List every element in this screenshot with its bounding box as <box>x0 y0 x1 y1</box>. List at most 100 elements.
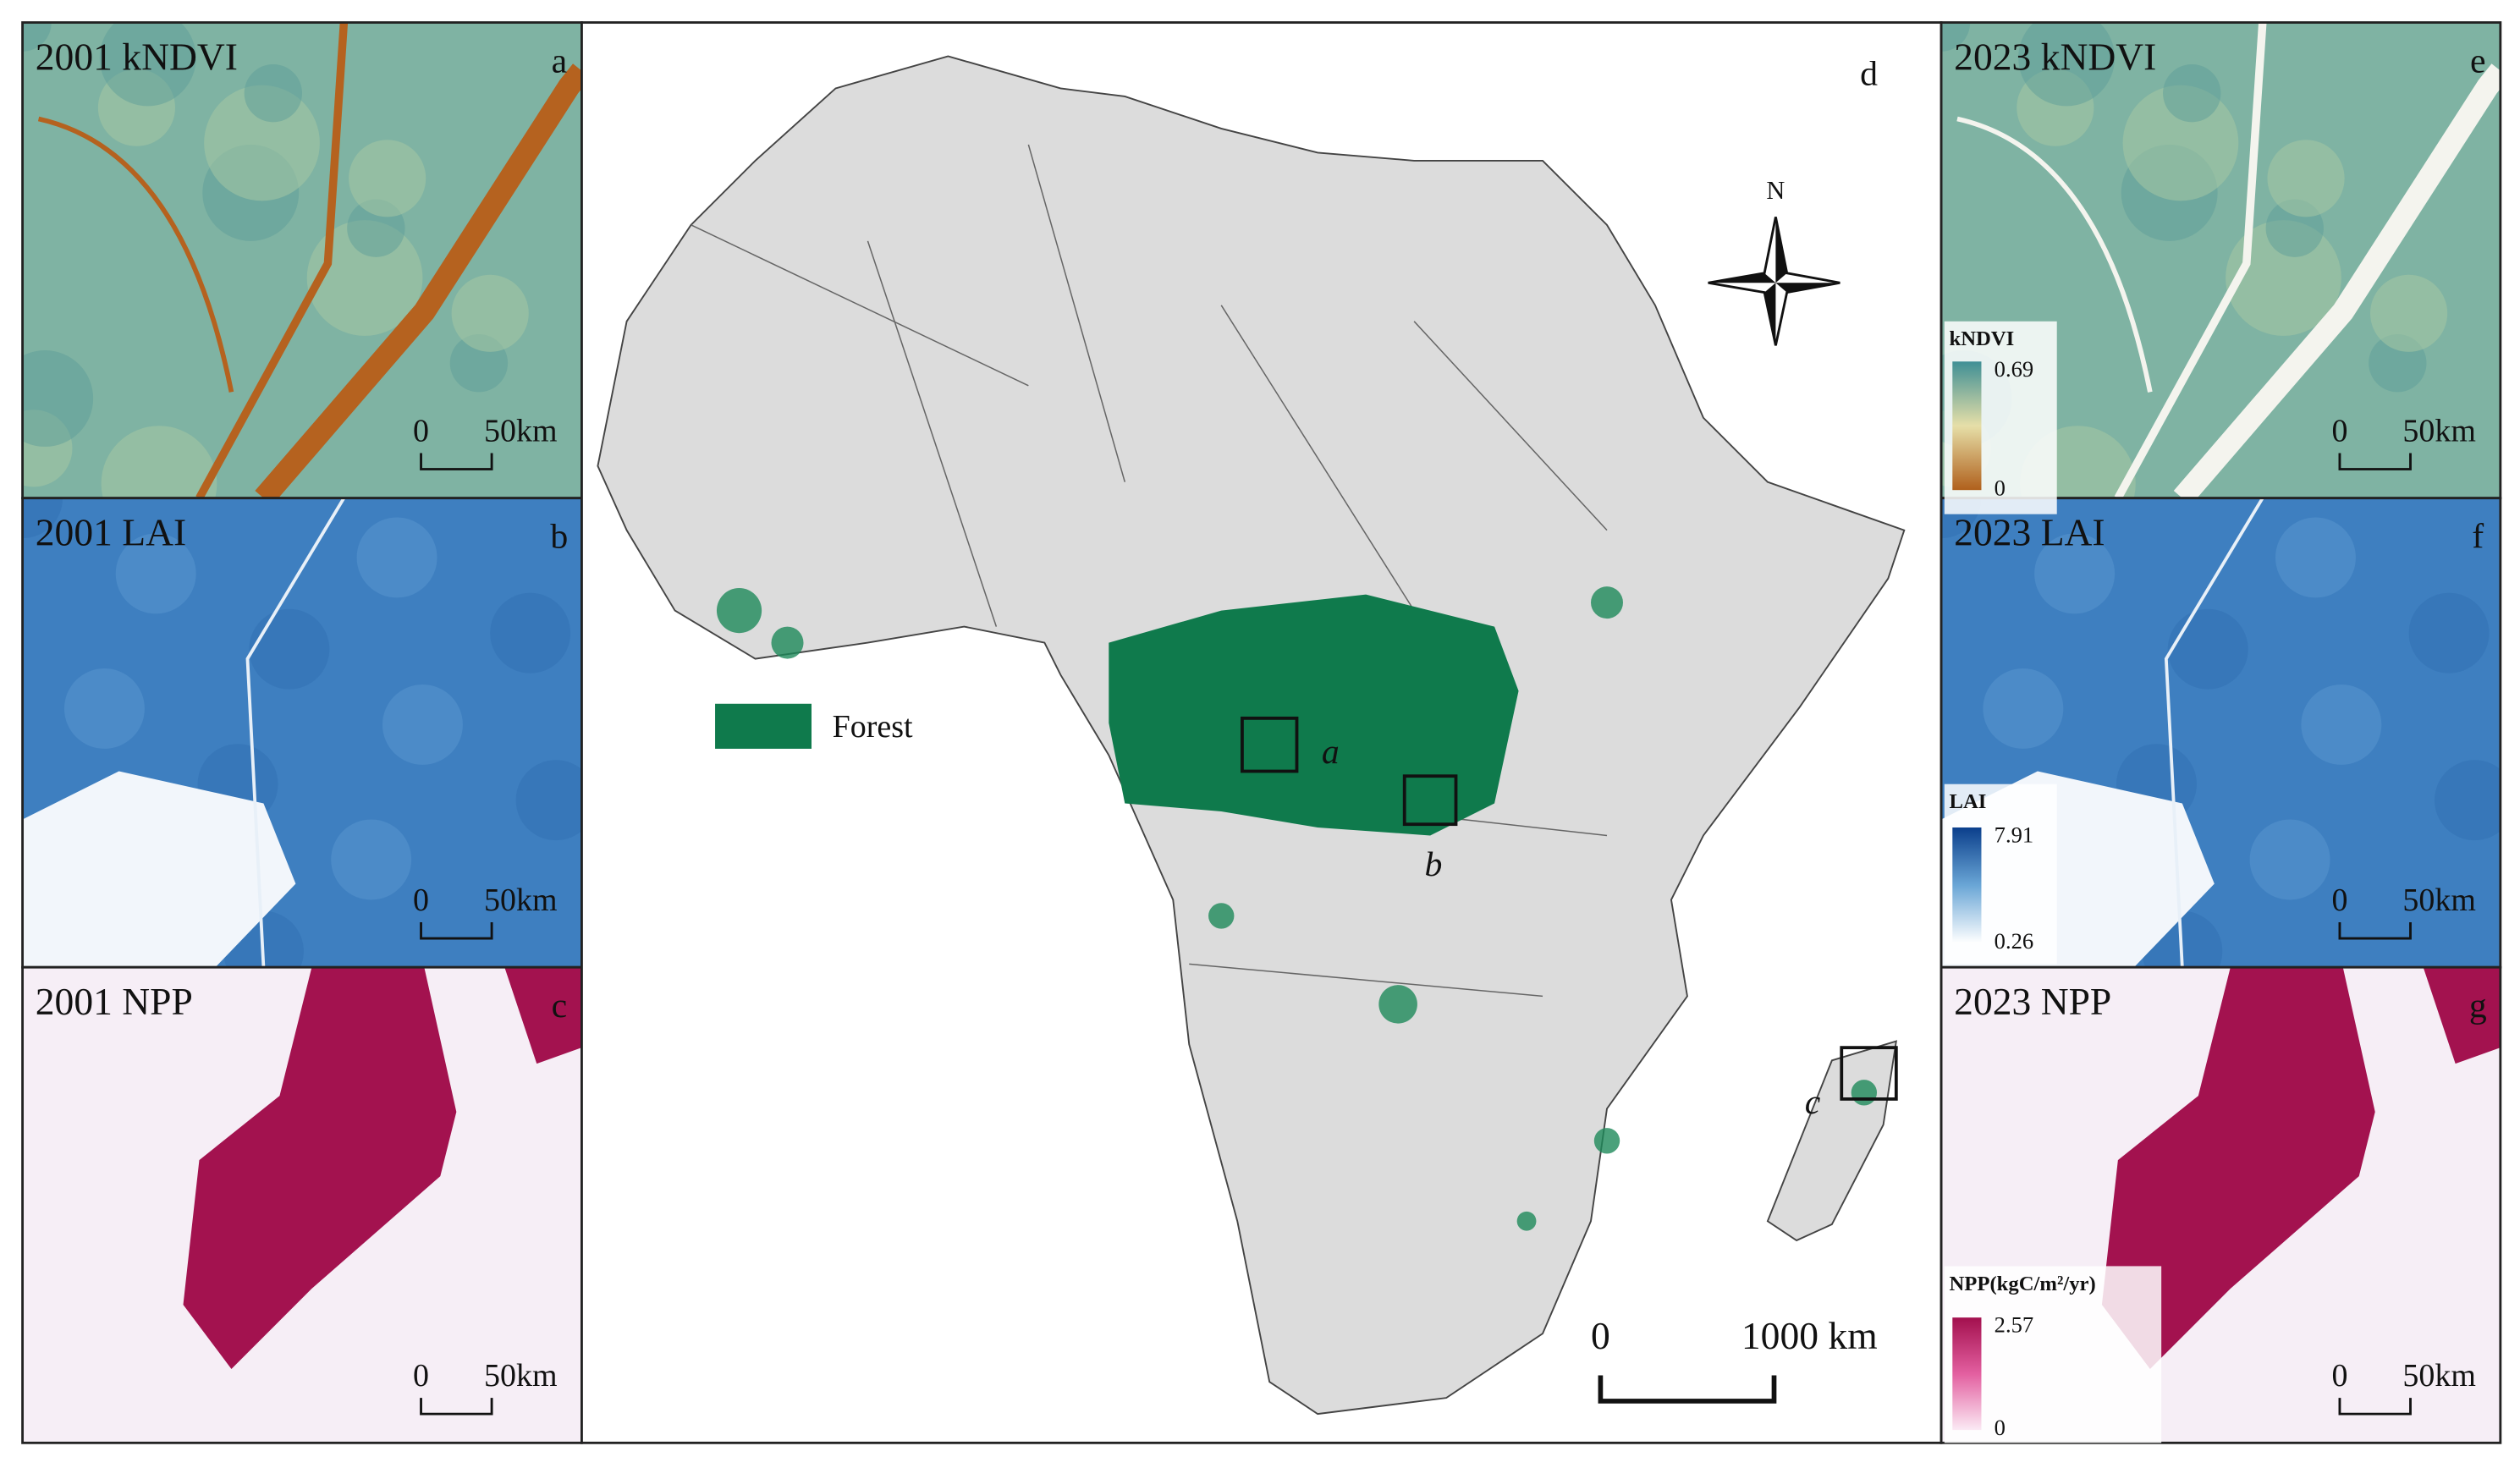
texture <box>99 22 196 107</box>
legend-title: LAI <box>1949 790 1986 813</box>
texture <box>22 22 52 52</box>
panel-letter: b <box>550 518 568 557</box>
texture <box>22 498 63 539</box>
legend-ramp <box>1952 1317 1982 1431</box>
scale-label: 50km <box>2402 1358 2476 1394</box>
texture <box>490 592 571 674</box>
texture <box>2434 760 2501 841</box>
npp-area <box>183 967 457 1369</box>
study-box <box>1840 1046 1898 1101</box>
river <box>2114 22 2267 498</box>
texture <box>382 684 463 765</box>
border <box>1413 321 1608 531</box>
study-box <box>1402 774 1458 827</box>
legend-max: 7.91 <box>1995 822 2034 847</box>
scale-label: 50km <box>484 882 558 918</box>
study-label: a <box>1322 733 1340 772</box>
texture <box>349 140 426 217</box>
scale-label: 50km <box>2402 413 2476 448</box>
border <box>1220 305 1415 612</box>
forest <box>1208 903 1235 929</box>
map-letter: d <box>1860 55 1878 94</box>
river <box>2173 63 2501 498</box>
texture <box>2275 517 2356 598</box>
texture <box>2370 274 2448 352</box>
study-label: c <box>1805 1083 1821 1122</box>
legend-swatch <box>715 703 812 749</box>
river <box>1956 116 2153 393</box>
texture <box>2018 22 2116 107</box>
legend-title: NPP(kgC/m²/yr) <box>1949 1273 2095 1295</box>
panel-title: 2001 kNDVI <box>36 36 238 79</box>
texture <box>249 608 330 690</box>
panel-letter: a <box>552 42 568 81</box>
scale-bar <box>1598 1375 1777 1404</box>
study-box <box>1241 716 1299 773</box>
panel-title: 2023 kNDVI <box>1954 36 2156 79</box>
forest <box>1591 586 1623 619</box>
texture <box>2408 592 2490 674</box>
border <box>691 224 1029 387</box>
scale-bar <box>420 453 493 470</box>
border <box>1027 144 1126 482</box>
texture <box>2034 533 2116 614</box>
scale-bar <box>420 1398 493 1416</box>
panel-title: 2023 LAI <box>1954 511 2105 554</box>
scale-label: 50km <box>2402 882 2476 918</box>
bare-area <box>22 771 296 968</box>
panel-title: 2001 LAI <box>36 511 186 554</box>
panel-title: 2023 NPP <box>1954 980 2111 1023</box>
panel-image <box>22 498 582 968</box>
border <box>867 240 998 627</box>
legend-min: 0.26 <box>1995 928 2034 954</box>
scale-bar <box>420 922 493 940</box>
texture <box>63 668 145 749</box>
forest <box>716 588 762 634</box>
legend-min: 0 <box>1995 475 2006 500</box>
scale-zero: 0 <box>413 882 429 918</box>
texture <box>101 426 217 498</box>
scale-bar <box>2338 1398 2412 1416</box>
texture <box>1940 22 1971 52</box>
river <box>255 63 582 498</box>
scale-zero: 0 <box>2331 413 2347 448</box>
legend-ramp <box>1952 827 1982 943</box>
panel-image <box>22 22 582 498</box>
npp-area <box>504 967 582 1064</box>
forest <box>1516 1211 1537 1231</box>
scale-label: 50km <box>484 413 558 448</box>
legend-ramp <box>1952 361 1982 491</box>
river <box>37 116 234 393</box>
scale-zero: 0 <box>2331 1358 2347 1394</box>
texture <box>22 349 94 447</box>
north-label: N <box>1766 176 1785 205</box>
legend-max: 0.69 <box>1995 356 2034 382</box>
scale-bar <box>2338 453 2412 470</box>
texture <box>244 63 303 123</box>
npp-area <box>2101 967 2375 1369</box>
texture <box>515 760 582 841</box>
forest <box>771 626 804 659</box>
forest <box>1851 1080 1878 1106</box>
texture <box>451 274 529 352</box>
river <box>195 22 349 498</box>
river <box>2164 498 2264 968</box>
panel-letter: g <box>2469 987 2487 1025</box>
legend-label: Forest <box>833 709 913 745</box>
forest <box>1378 985 1417 1024</box>
texture <box>331 819 412 900</box>
texture <box>2267 140 2345 217</box>
texture <box>115 533 196 614</box>
forest <box>1593 1128 1620 1154</box>
scale-zero: 0 <box>1591 1314 1610 1357</box>
texture <box>2301 684 2382 765</box>
npp-area <box>2423 967 2501 1064</box>
border <box>1189 963 1543 998</box>
texture <box>2249 819 2330 900</box>
scale-zero: 0 <box>413 413 429 448</box>
legend-min: 0 <box>1995 1415 2006 1440</box>
texture <box>356 517 437 598</box>
panel-title: 2001 NPP <box>36 980 193 1023</box>
